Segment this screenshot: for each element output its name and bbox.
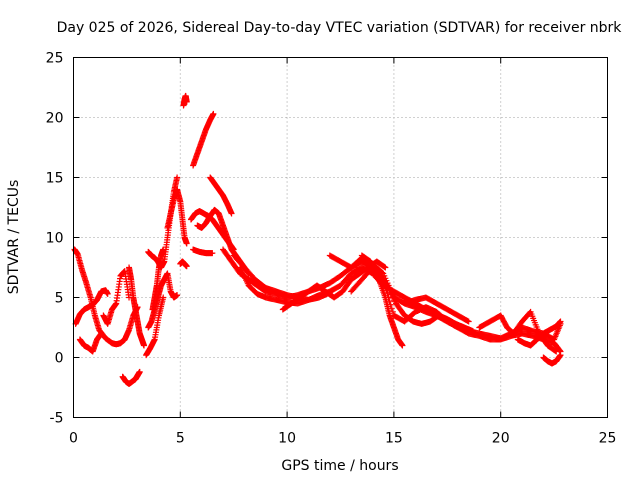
y-tick-label: 15 <box>46 171 64 187</box>
plot-frame <box>73 57 608 418</box>
data-point <box>209 250 216 257</box>
series-t5 <box>119 368 143 387</box>
series-t2 <box>72 287 111 327</box>
data-point <box>160 294 167 301</box>
grid-lines <box>73 57 608 418</box>
data-point <box>174 174 181 181</box>
data-point <box>160 246 167 253</box>
data-points <box>71 92 564 387</box>
series-t14 <box>190 110 217 169</box>
axis-ticks: 0 5 10 15 20 25 -5 0 5 10 15 20 25 <box>46 51 617 447</box>
series-t7 <box>143 294 167 359</box>
series-t26 <box>401 294 472 325</box>
series-t29 <box>540 352 564 367</box>
chart-title: Day 025 of 2026, Sidereal Day-to-day VTE… <box>57 20 623 36</box>
data-point <box>104 290 111 297</box>
data-point <box>469 328 476 335</box>
y-tick-label: -5 <box>50 411 64 427</box>
data-point <box>174 292 181 299</box>
series-t13 <box>180 92 190 109</box>
data-point <box>382 264 389 271</box>
x-axis-label: GPS time / hours <box>281 458 398 474</box>
x-tick-label: 10 <box>278 431 296 447</box>
x-tick-label: 5 <box>176 431 185 447</box>
data-point <box>553 348 560 355</box>
data-point <box>557 318 564 325</box>
data-point <box>183 98 190 105</box>
data-point <box>465 318 472 325</box>
data-point <box>98 330 105 337</box>
data-point <box>210 110 217 117</box>
y-axis-label: SDTVAR / TECUs <box>6 180 22 295</box>
y-tick-label: 10 <box>46 231 64 247</box>
data-point <box>136 368 143 375</box>
y-tick-label: 25 <box>46 51 64 67</box>
series-t25 <box>358 252 476 335</box>
x-tick-label: 20 <box>492 431 510 447</box>
x-tick-label: 0 <box>69 431 78 447</box>
y-tick-label: 5 <box>55 291 64 307</box>
series-t18 <box>207 174 235 217</box>
data-point <box>183 263 190 270</box>
data-point <box>183 240 190 247</box>
series-t11 <box>164 186 190 247</box>
x-tick-label: 15 <box>385 431 403 447</box>
data-point <box>557 352 564 359</box>
series-t28 <box>514 318 564 349</box>
series-t12 <box>177 258 190 270</box>
y-tick-label: 20 <box>46 111 64 127</box>
series-t17 <box>190 246 216 257</box>
data-point <box>140 342 147 349</box>
series-t10 <box>149 246 167 313</box>
y-tick-label: 0 <box>55 351 64 367</box>
data-point <box>228 210 235 217</box>
series-t4 <box>100 268 133 327</box>
x-tick-label: 25 <box>599 431 617 447</box>
series-t6 <box>126 264 147 349</box>
data-point <box>399 342 406 349</box>
series-t3 <box>76 330 105 355</box>
